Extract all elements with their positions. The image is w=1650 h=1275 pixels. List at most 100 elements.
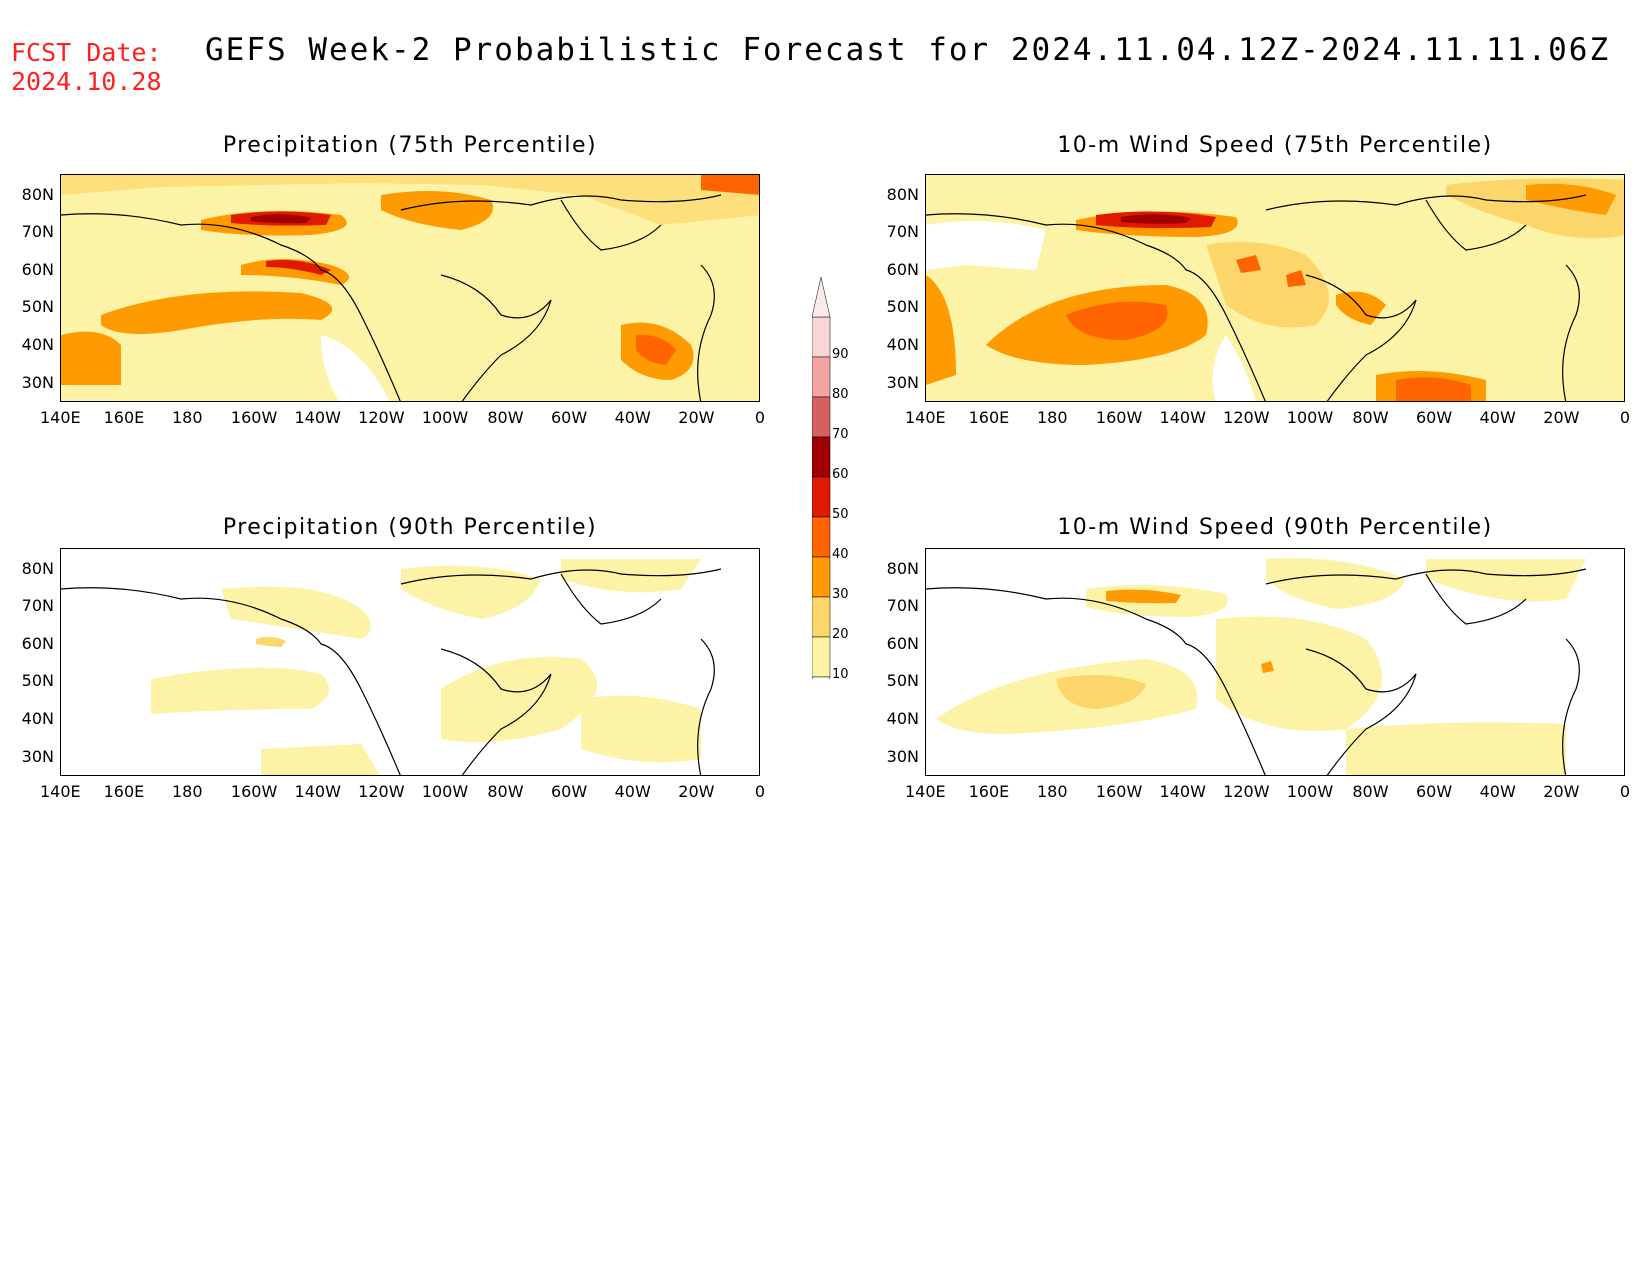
lat-tick-label: 30N: [21, 372, 54, 392]
lon-tick-label: 80W: [487, 408, 524, 427]
lon-tick-label: 120W: [1223, 782, 1270, 801]
panel-title-wind-75: 10-m Wind Speed (75th Percentile): [1057, 133, 1493, 158]
lon-tick-label: 60W: [1415, 408, 1453, 427]
lon-tick-label: 60W: [550, 782, 588, 801]
lon-tick-label: 40W: [1479, 408, 1516, 427]
lon-tick-label: 40W: [614, 782, 651, 801]
lat-tick-label: 60N: [21, 633, 54, 653]
lat-tick-label: 40N: [886, 709, 919, 728]
panel-title-precip-90: Precipitation (90th Percentile): [222, 515, 598, 540]
colorbar-top-arrow: [812, 276, 831, 318]
colorbar-level-label: 70: [832, 427, 849, 442]
lon-tick-label: 60W: [1415, 782, 1453, 801]
lon-tick-label: 0: [754, 408, 766, 427]
lat-tick-label: 40N: [21, 335, 54, 354]
lon-tick-label: 140E: [905, 782, 946, 801]
lat-tick-label: 50N: [886, 297, 919, 317]
lat-tick-label: 80N: [886, 558, 919, 578]
lat-tick-label: 60N: [886, 259, 919, 279]
lon-tick-label: 100W: [1286, 408, 1334, 427]
lon-tick-label: 20W: [1543, 408, 1580, 427]
lat-tick-label: 60N: [21, 259, 54, 279]
lon-tick-label: 20W: [1543, 782, 1580, 801]
colorbar-swatch: [812, 316, 831, 358]
colorbar-level-label: 60: [832, 467, 849, 482]
lon-tick-label: 40W: [1479, 782, 1516, 801]
lon-tick-label: 160E: [968, 408, 1010, 427]
colorbar-swatch: [812, 396, 831, 438]
colorbar-swatch: [812, 476, 831, 518]
lat-tick-label: 60N: [886, 633, 919, 653]
map-precip-75: [60, 174, 760, 402]
lat-tick-label: 70N: [886, 596, 919, 616]
colorbar-level-label: 50: [832, 507, 849, 522]
colorbar-level-label: 40: [832, 547, 849, 562]
fcst-date-label: FCST Date:: [11, 38, 162, 67]
map-wind-75: [925, 174, 1625, 402]
lon-tick-label: 140E: [905, 408, 946, 427]
lon-tick-label: 160E: [968, 782, 1010, 801]
lon-tick-label: 0: [754, 782, 766, 801]
lat-tick-label: 50N: [886, 671, 919, 691]
main-title: GEFS Week-2 Probabilistic Forecast for 2…: [205, 32, 1611, 68]
lon-tick-label: 0: [1619, 782, 1631, 801]
lon-tick-label: 120W: [358, 782, 405, 801]
lat-tick-label: 30N: [886, 372, 919, 392]
lon-tick-label: 160E: [103, 782, 145, 801]
fcst-date-value: 2024.10.28: [11, 67, 162, 96]
lon-tick-label: 160W: [230, 408, 278, 427]
lon-tick-label: 40W: [614, 408, 651, 427]
lat-tick-label: 70N: [21, 596, 54, 616]
lon-tick-label: 140W: [1159, 782, 1206, 801]
lon-tick-label: 80W: [1352, 782, 1389, 801]
lon-tick-label: 140W: [294, 782, 341, 801]
lon-tick-label: 180: [1036, 782, 1068, 801]
colorbar-swatch: [812, 636, 831, 678]
lon-tick-label: 140E: [40, 782, 81, 801]
lat-tick-label: 80N: [21, 558, 54, 578]
lat-tick-label: 50N: [21, 671, 54, 691]
lon-tick-label: 0: [1619, 408, 1631, 427]
lon-tick-label: 120W: [358, 408, 405, 427]
lon-tick-label: 100W: [421, 408, 469, 427]
lon-tick-label: 140W: [294, 408, 341, 427]
colorbar-level-label: 10: [832, 667, 849, 682]
map-wind-90: [925, 548, 1625, 776]
lon-tick-label: 160W: [230, 782, 278, 801]
colorbar-swatch: [812, 596, 831, 638]
lon-tick-label: 160E: [103, 408, 145, 427]
lon-tick-label: 140W: [1159, 408, 1206, 427]
map-precip-90: [60, 548, 760, 776]
colorbar-level-label: 20: [832, 627, 849, 642]
lon-tick-label: 20W: [678, 782, 715, 801]
lon-tick-label: 60W: [550, 408, 588, 427]
colorbar-swatch: [812, 556, 831, 598]
forecast-date-block: FCST Date: 2024.10.28: [11, 38, 162, 96]
lat-tick-label: 70N: [886, 222, 919, 242]
panel-title-precip-75: Precipitation (75th Percentile): [222, 133, 598, 158]
colorbar-level-label: 80: [832, 387, 849, 402]
lon-tick-label: 180: [171, 782, 203, 801]
lat-tick-label: 40N: [21, 709, 54, 728]
lon-tick-label: 100W: [1286, 782, 1334, 801]
colorbar-level-label: 90: [832, 347, 849, 362]
colorbar: [812, 276, 831, 679]
lon-tick-label: 180: [171, 408, 203, 427]
panel-title-wind-90: 10-m Wind Speed (90th Percentile): [1057, 515, 1493, 540]
lat-tick-label: 50N: [21, 297, 54, 317]
lat-tick-label: 30N: [21, 746, 54, 766]
colorbar-swatch: [812, 356, 831, 398]
colorbar-swatch: [812, 516, 831, 558]
lat-tick-label: 80N: [886, 184, 919, 204]
lon-tick-label: 180: [1036, 408, 1068, 427]
lon-tick-label: 140E: [40, 408, 81, 427]
lat-tick-label: 80N: [21, 184, 54, 204]
lon-tick-label: 100W: [421, 782, 469, 801]
colorbar-swatch: [812, 436, 831, 478]
lon-tick-label: 80W: [487, 782, 524, 801]
lon-tick-label: 160W: [1095, 408, 1143, 427]
lon-tick-label: 20W: [678, 408, 715, 427]
colorbar-bottom-arrow: [812, 676, 831, 679]
lon-tick-label: 80W: [1352, 408, 1389, 427]
lon-tick-label: 160W: [1095, 782, 1143, 801]
